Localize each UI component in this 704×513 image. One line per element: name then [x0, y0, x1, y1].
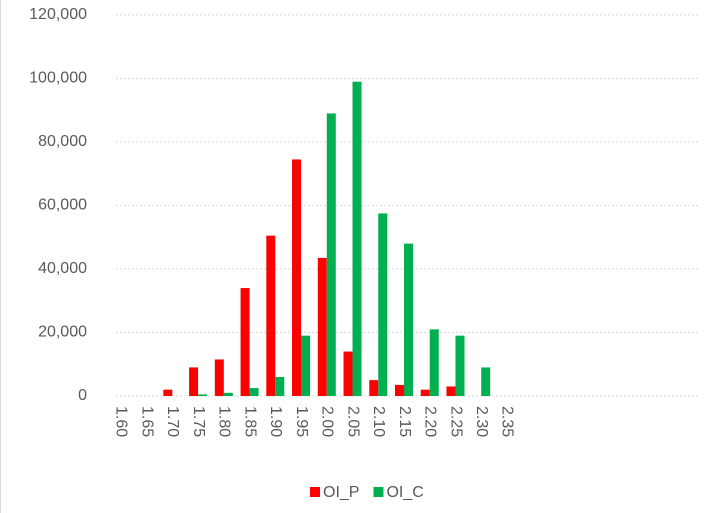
bar [369, 380, 379, 396]
x-tick-label: 2.30 [473, 406, 490, 437]
bar [455, 335, 465, 396]
bar [198, 394, 208, 396]
bar [429, 329, 439, 396]
x-tick-label: 1.95 [293, 406, 310, 437]
x-tick-label: 1.70 [164, 406, 181, 437]
x-tick-label: 2.15 [396, 406, 413, 437]
bar [446, 386, 456, 396]
bar [343, 351, 353, 396]
bar [395, 384, 404, 396]
y-tick-label: 80,000 [38, 133, 87, 150]
bar [352, 81, 362, 397]
y-tick-label: 20,000 [38, 324, 87, 341]
bar [275, 376, 285, 396]
x-tick-label: 2.20 [422, 406, 439, 437]
x-tick-label: 1.65 [138, 406, 155, 437]
bar [266, 235, 276, 396]
x-tick-label: 1.75 [190, 406, 207, 437]
bar [292, 159, 302, 396]
bar [214, 359, 224, 396]
bar [317, 257, 327, 396]
x-tick-label: 1.90 [267, 406, 284, 437]
legend-label: OI_P [323, 484, 359, 501]
bar [249, 388, 259, 396]
y-tick-label: 40,000 [38, 260, 87, 277]
x-tick-label: 2.05 [344, 406, 361, 437]
y-tick-label: 100,000 [29, 70, 87, 87]
bar [240, 288, 250, 396]
x-tick-label: 2.25 [447, 406, 464, 437]
bar [378, 213, 388, 396]
x-tick-label: 2.00 [319, 406, 336, 437]
legend-swatch [373, 487, 384, 497]
y-tick-label: 0 [78, 387, 87, 404]
y-tick-label: 120,000 [29, 6, 87, 23]
x-tick-label: 1.60 [113, 406, 130, 437]
x-tick-label: 1.80 [216, 406, 233, 437]
bar [404, 243, 413, 396]
legend-swatch [310, 487, 320, 497]
x-tick-label: 2.10 [370, 406, 387, 437]
bar [189, 367, 199, 396]
bar [326, 113, 336, 397]
bar [481, 367, 491, 396]
bar [420, 389, 430, 396]
bar [301, 335, 311, 396]
x-tick-label: 2.35 [499, 406, 516, 437]
bar [223, 392, 233, 396]
x-tick-label: 1.85 [241, 406, 258, 437]
y-tick-label: 60,000 [38, 197, 87, 214]
legend-label: OI_C [386, 484, 423, 501]
bar [163, 389, 173, 396]
